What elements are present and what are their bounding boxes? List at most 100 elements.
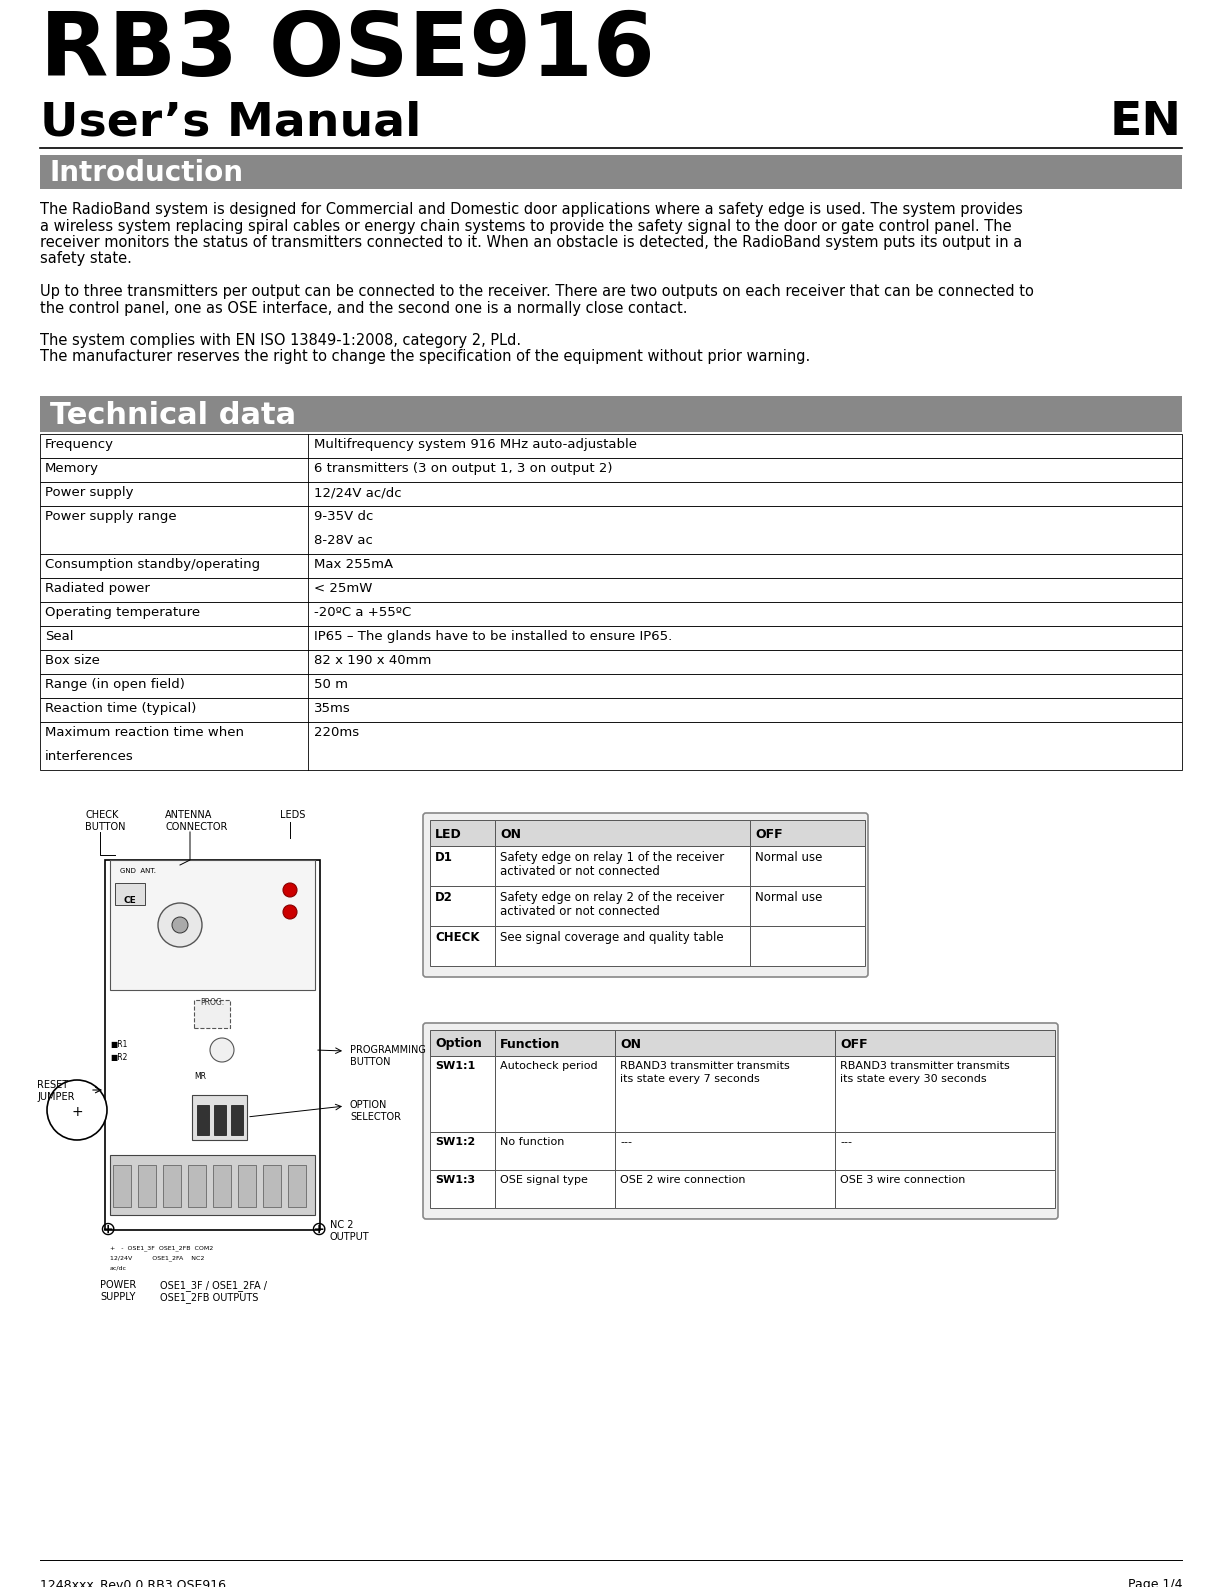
- Bar: [495, 1055, 615, 1132]
- Bar: [138, 1165, 156, 1208]
- Text: its state every 7 seconds: its state every 7 seconds: [620, 1074, 760, 1084]
- Text: Reaction time (typical): Reaction time (typical): [45, 701, 197, 716]
- Bar: [40, 156, 1182, 189]
- Text: Power supply: Power supply: [45, 486, 133, 498]
- Text: +   -  OSE1_3F  OSE1_2FB  COM2: + - OSE1_3F OSE1_2FB COM2: [110, 1244, 214, 1251]
- Text: Autocheck period: Autocheck period: [500, 1062, 598, 1071]
- Bar: [750, 820, 865, 846]
- Bar: [40, 433, 1182, 459]
- Circle shape: [284, 905, 297, 919]
- Text: User’s Manual: User’s Manual: [40, 100, 422, 144]
- Bar: [615, 1132, 835, 1170]
- Text: ON: ON: [500, 827, 521, 841]
- Text: Maximum reaction time when: Maximum reaction time when: [45, 725, 244, 740]
- Text: 8-28V ac: 8-28V ac: [314, 533, 373, 548]
- Bar: [110, 1155, 315, 1216]
- Text: Technical data: Technical data: [50, 400, 296, 430]
- Text: 6 transmitters (3 on output 1, 3 on output 2): 6 transmitters (3 on output 1, 3 on outp…: [314, 462, 612, 475]
- Bar: [495, 925, 750, 966]
- Bar: [40, 674, 1182, 698]
- Text: Range (in open field): Range (in open field): [45, 678, 185, 690]
- Text: ⊕: ⊕: [310, 1220, 326, 1239]
- Text: 35ms: 35ms: [314, 701, 351, 716]
- Text: OSE signal type: OSE signal type: [500, 1174, 588, 1185]
- Bar: [430, 1132, 495, 1170]
- Bar: [214, 1105, 226, 1135]
- Bar: [213, 1165, 231, 1208]
- Bar: [835, 1170, 1055, 1208]
- Text: NC 2
OUTPUT: NC 2 OUTPUT: [330, 1220, 369, 1241]
- Bar: [430, 846, 495, 886]
- Text: Consumption standby/operating: Consumption standby/operating: [45, 559, 260, 571]
- Bar: [495, 820, 750, 846]
- Text: Frequency: Frequency: [45, 438, 114, 451]
- Bar: [192, 1095, 247, 1139]
- Text: CE: CE: [123, 897, 137, 905]
- Bar: [115, 882, 145, 905]
- Text: SW1:2: SW1:2: [435, 1136, 475, 1147]
- Text: -20ºC a +55ºC: -20ºC a +55ºC: [314, 606, 412, 619]
- Text: Radiated power: Radiated power: [45, 582, 150, 595]
- Text: CHECK: CHECK: [435, 932, 479, 944]
- Bar: [105, 860, 320, 1230]
- Bar: [495, 1030, 615, 1055]
- FancyBboxPatch shape: [423, 1024, 1058, 1219]
- Text: RBAND3 transmitter transmits: RBAND3 transmitter transmits: [840, 1062, 1009, 1071]
- Text: ON: ON: [620, 1038, 642, 1051]
- Text: 50 m: 50 m: [314, 678, 348, 690]
- Text: Page 1/4: Page 1/4: [1128, 1577, 1182, 1587]
- FancyBboxPatch shape: [423, 813, 868, 978]
- Text: 9-35V dc: 9-35V dc: [314, 509, 374, 524]
- Bar: [112, 1165, 131, 1208]
- Text: D2: D2: [435, 890, 453, 905]
- Bar: [40, 698, 1182, 722]
- Text: Up to three transmitters per output can be connected to the receiver. There are : Up to three transmitters per output can …: [40, 284, 1034, 298]
- Bar: [750, 846, 865, 886]
- Bar: [495, 846, 750, 886]
- Text: RB3 OSE916: RB3 OSE916: [40, 8, 655, 95]
- Bar: [40, 554, 1182, 578]
- Text: EN: EN: [1110, 100, 1182, 144]
- Bar: [263, 1165, 281, 1208]
- Text: D1: D1: [435, 851, 453, 863]
- Text: POWER
SUPPLY: POWER SUPPLY: [100, 1281, 136, 1301]
- Text: activated or not connected: activated or not connected: [500, 905, 660, 917]
- Text: SW1:1: SW1:1: [435, 1062, 475, 1071]
- Bar: [615, 1055, 835, 1132]
- Bar: [835, 1132, 1055, 1170]
- Bar: [40, 578, 1182, 601]
- Text: OSE 2 wire connection: OSE 2 wire connection: [620, 1174, 745, 1185]
- Text: its state every 30 seconds: its state every 30 seconds: [840, 1074, 986, 1084]
- Bar: [194, 1000, 230, 1028]
- Text: See signal coverage and quality table: See signal coverage and quality table: [500, 932, 723, 944]
- Bar: [750, 886, 865, 925]
- Text: < 25mW: < 25mW: [314, 582, 373, 595]
- Circle shape: [210, 1038, 233, 1062]
- Circle shape: [172, 917, 188, 933]
- Text: 12/24V ac/dc: 12/24V ac/dc: [314, 486, 402, 498]
- Text: 1248xxx_Rev0.0 RB3 OSE916: 1248xxx_Rev0.0 RB3 OSE916: [40, 1577, 226, 1587]
- Text: Memory: Memory: [45, 462, 99, 475]
- Circle shape: [284, 882, 297, 897]
- Bar: [231, 1105, 243, 1135]
- Bar: [288, 1165, 306, 1208]
- Text: RESET
JUMPER: RESET JUMPER: [37, 1081, 75, 1101]
- Bar: [750, 925, 865, 966]
- Text: Option: Option: [435, 1038, 481, 1051]
- Text: Normal use: Normal use: [755, 890, 822, 905]
- Bar: [495, 1170, 615, 1208]
- Bar: [430, 886, 495, 925]
- Text: RBAND3 transmitter transmits: RBAND3 transmitter transmits: [620, 1062, 789, 1071]
- Bar: [430, 820, 495, 846]
- Bar: [40, 625, 1182, 651]
- Text: 12/24V          OSE1_2FA    NC2: 12/24V OSE1_2FA NC2: [110, 1255, 204, 1260]
- Circle shape: [158, 903, 202, 947]
- Bar: [835, 1055, 1055, 1132]
- Text: activated or not connected: activated or not connected: [500, 865, 660, 878]
- Text: Multifrequency system 916 MHz auto-adjustable: Multifrequency system 916 MHz auto-adjus…: [314, 438, 637, 451]
- Text: PROGRAMMING
BUTTON: PROGRAMMING BUTTON: [349, 1044, 426, 1066]
- Bar: [40, 722, 1182, 770]
- Text: ---: ---: [620, 1136, 632, 1147]
- Bar: [238, 1165, 255, 1208]
- Text: ⊕: ⊕: [99, 1220, 115, 1239]
